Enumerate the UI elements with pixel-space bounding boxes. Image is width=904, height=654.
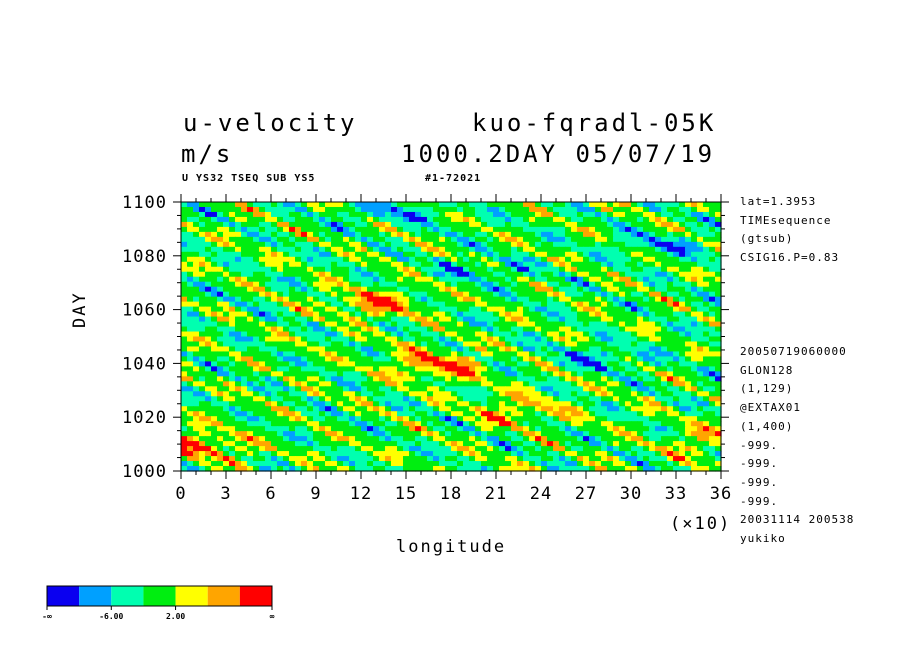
colorbar-label: ∞ [270,612,275,621]
x-tick-label: 33 [665,484,687,504]
y-tick-label: 1020 [122,408,167,428]
subtitle-mid: #1-72021 [425,173,482,184]
colorbar-frame [46,585,273,607]
x-tick-label: 21 [485,484,507,504]
x-tick-label: 18 [440,484,462,504]
x-tick-label: 36 [710,484,732,504]
x-tick-label: 9 [310,484,321,504]
heatmap-cells [181,202,722,472]
units-label: m/s [181,140,234,168]
colorbar-segment [143,586,176,606]
colorbar-segment [111,586,144,606]
colorbar-label: 2.00 [166,612,185,621]
y-tick-label: 1080 [122,247,167,267]
y-tick-label: 1040 [122,354,167,374]
info-line: -999. [740,494,779,508]
x-tick-label: 3 [220,484,231,504]
info-line: (1,400) [740,419,794,433]
info-line: TIMEsequence [740,213,832,227]
info-line: (1,129) [740,382,794,396]
colorbar-segment [207,586,240,606]
info-line: -999. [740,475,779,489]
x-tick-label: 30 [620,484,642,504]
x-tick-label: 15 [395,484,417,504]
info-line: (gtsub) [740,232,794,246]
colorbar-segment [47,586,80,606]
colorbar-segment [239,586,272,606]
info-line: yukiko [740,532,786,545]
x-tick-label: 27 [575,484,597,504]
x-multiplier-label: (×10) [670,514,732,534]
colorbar-segment [175,586,208,606]
subtitle-left: U YS32 TSEQ SUB YS5 [182,173,316,184]
colorbar-label: -∞ [42,612,52,621]
x-tick-label: 6 [265,484,276,504]
info-line: CSIG16.P=0.83 [740,251,840,265]
x-tick-label: 24 [530,484,552,504]
variable-title: u-velocity [183,109,358,137]
info-line: @EXTAX01 [740,401,801,415]
colorbar-segment [79,586,112,606]
time-label: 1000.2DAY 05/07/19 [401,140,716,168]
y-tick-label: 1060 [122,301,167,321]
info-line: -999. [740,438,779,452]
info-line: 20031114 200538 [740,513,855,527]
y-tick-label: 1100 [122,193,167,213]
y-tick-label: 1000 [122,462,167,482]
x-tick-label: 0 [175,484,186,504]
experiment-title: kuo-fqradl-05K [472,109,717,137]
y-axis-label: DAY [70,291,90,328]
info-line: 20050719060000 [740,345,847,358]
x-tick-label: 12 [350,484,372,504]
info-line: lat=1.3953 [740,195,817,208]
info-line: -999. [740,457,779,471]
info-line: GLON128 [740,363,794,377]
colorbar-label: -6.00 [99,612,123,621]
x-axis-label: longitude [396,537,507,557]
